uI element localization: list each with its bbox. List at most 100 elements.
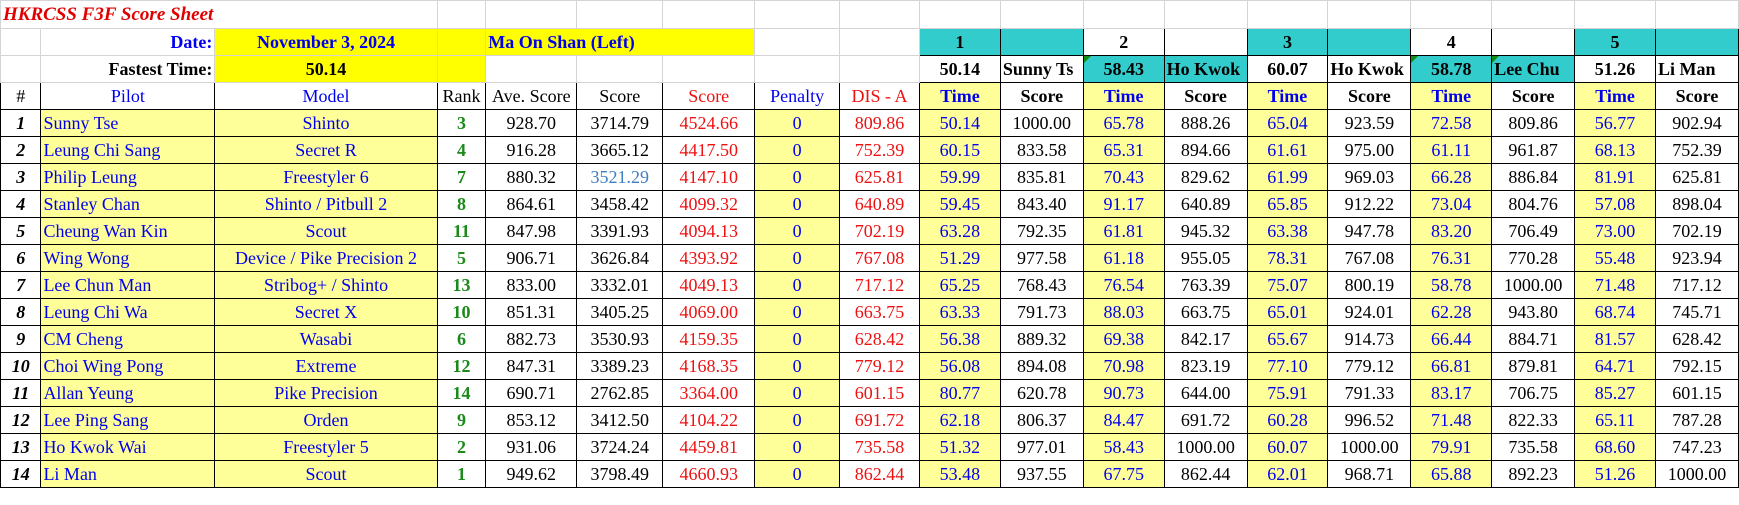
round-2-score[interactable]: 829.62 <box>1163 163 1248 191</box>
round-4-score[interactable]: 706.49 <box>1491 217 1576 245</box>
round-4-score[interactable]: 961.87 <box>1491 136 1576 164</box>
round-2-score[interactable]: 640.89 <box>1163 190 1248 218</box>
penalty-value[interactable]: 0 <box>754 163 841 191</box>
dis-value[interactable]: 640.89 <box>839 190 920 218</box>
rank-value[interactable]: 10 <box>436 298 487 326</box>
round-1-time[interactable]: 51.32 <box>918 433 1001 461</box>
score-value[interactable]: 3626.84 <box>576 244 664 272</box>
round-5-time[interactable]: 85.27 <box>1574 379 1656 407</box>
rank-value[interactable]: 4 <box>436 136 487 164</box>
round-5-score[interactable]: 702.19 <box>1654 217 1739 245</box>
round-3-time[interactable]: 63.38 <box>1246 217 1329 245</box>
total-score-value[interactable]: 4104.22 <box>662 406 756 434</box>
row-number[interactable]: 13 <box>0 433 42 461</box>
round-4-score[interactable]: 804.76 <box>1491 190 1576 218</box>
round-1-score[interactable]: 833.58 <box>999 136 1084 164</box>
model-name[interactable]: Shinto <box>214 109 438 137</box>
round-4-time[interactable]: 66.28 <box>1410 163 1493 191</box>
round-2-score[interactable]: 888.26 <box>1163 109 1248 137</box>
round-4-score[interactable]: 1000.00 <box>1491 271 1576 299</box>
round-3-score[interactable]: 968.71 <box>1327 460 1412 488</box>
round-5-time[interactable]: 65.11 <box>1574 406 1656 434</box>
row-number[interactable]: 6 <box>0 244 42 272</box>
row-number[interactable]: 12 <box>0 406 42 434</box>
pilot-name[interactable]: Choi Wing Pong <box>40 352 216 380</box>
score-value[interactable]: 3405.25 <box>576 298 664 326</box>
round-1-score[interactable]: 894.08 <box>999 352 1084 380</box>
round-1-score[interactable]: 889.32 <box>999 325 1084 353</box>
total-score-value[interactable]: 4049.13 <box>662 271 756 299</box>
round-5-time[interactable]: 68.13 <box>1574 136 1656 164</box>
round-1-score[interactable]: 792.35 <box>999 217 1084 245</box>
row-number[interactable]: 14 <box>0 460 42 488</box>
pilot-name[interactable]: Lee Chun Man <box>40 271 216 299</box>
round-4-score[interactable]: 809.86 <box>1491 109 1576 137</box>
round-1-time[interactable]: 56.38 <box>918 325 1001 353</box>
round-5-score[interactable]: 628.42 <box>1654 325 1739 353</box>
round-5-score[interactable]: 752.39 <box>1654 136 1739 164</box>
round-3-score[interactable]: 912.22 <box>1327 190 1412 218</box>
pilot-name[interactable]: Lee Ping Sang <box>40 406 216 434</box>
model-name[interactable]: Wasabi <box>214 325 438 353</box>
total-score-value[interactable]: 3364.00 <box>662 379 756 407</box>
penalty-value[interactable]: 0 <box>754 406 841 434</box>
rank-value[interactable]: 7 <box>436 163 487 191</box>
round-4-score[interactable]: 884.71 <box>1491 325 1576 353</box>
model-name[interactable]: Freestyler 6 <box>214 163 438 191</box>
round-1-time[interactable]: 60.15 <box>918 136 1001 164</box>
round-2-time[interactable]: 91.17 <box>1082 190 1165 218</box>
model-name[interactable]: Pike Precision <box>214 379 438 407</box>
pilot-name[interactable]: CM Cheng <box>40 325 216 353</box>
round-4-score[interactable]: 886.84 <box>1491 163 1576 191</box>
round-2-score[interactable]: 862.44 <box>1163 460 1248 488</box>
round-4-score[interactable]: 879.81 <box>1491 352 1576 380</box>
round-2-score[interactable]: 945.32 <box>1163 217 1248 245</box>
venue-name[interactable]: Ma On Shan (Left) <box>485 28 756 56</box>
round-5-time[interactable]: 56.77 <box>1574 109 1656 137</box>
score-value[interactable]: 3458.42 <box>576 190 664 218</box>
round-2-score[interactable]: 894.66 <box>1163 136 1248 164</box>
model-name[interactable]: Device / Pike Precision 2 <box>214 244 438 272</box>
round-2-score[interactable]: 955.05 <box>1163 244 1248 272</box>
penalty-value[interactable]: 0 <box>754 271 841 299</box>
round-4-time[interactable]: 72.58 <box>1410 109 1493 137</box>
round-5-score[interactable]: 902.94 <box>1654 109 1739 137</box>
round-3-score[interactable]: 996.52 <box>1327 406 1412 434</box>
score-value[interactable]: 3798.49 <box>576 460 664 488</box>
round-3-time[interactable]: 75.91 <box>1246 379 1329 407</box>
round-1-time[interactable]: 56.08 <box>918 352 1001 380</box>
round-5-time[interactable]: 71.48 <box>1574 271 1656 299</box>
round-3-time[interactable]: 65.67 <box>1246 325 1329 353</box>
round-5-time[interactable]: 73.00 <box>1574 217 1656 245</box>
model-name[interactable]: Freestyler 5 <box>214 433 438 461</box>
round-2-time[interactable]: 88.03 <box>1082 298 1165 326</box>
round-4-time[interactable]: 61.11 <box>1410 136 1493 164</box>
round-3-time[interactable]: 75.07 <box>1246 271 1329 299</box>
penalty-value[interactable]: 0 <box>754 190 841 218</box>
model-name[interactable]: Secret R <box>214 136 438 164</box>
rank-value[interactable]: 11 <box>436 217 487 245</box>
ave-score-value[interactable]: 882.73 <box>485 325 578 353</box>
model-name[interactable]: Scout <box>214 217 438 245</box>
round-5-score[interactable]: 787.28 <box>1654 406 1739 434</box>
round-3-time[interactable]: 65.01 <box>1246 298 1329 326</box>
round-5-time[interactable]: 81.91 <box>1574 163 1656 191</box>
round-4-time[interactable]: 83.20 <box>1410 217 1493 245</box>
ave-score-value[interactable]: 833.00 <box>485 271 578 299</box>
round-4-score[interactable]: 943.80 <box>1491 298 1576 326</box>
round-5-score[interactable]: 923.94 <box>1654 244 1739 272</box>
round-5-time[interactable]: 68.74 <box>1574 298 1656 326</box>
total-score-value[interactable]: 4147.10 <box>662 163 756 191</box>
round-1-score[interactable]: 843.40 <box>999 190 1084 218</box>
pilot-name[interactable]: Ho Kwok Wai <box>40 433 216 461</box>
ave-score-value[interactable]: 880.32 <box>485 163 578 191</box>
round-1-score[interactable]: 977.01 <box>999 433 1084 461</box>
round-2-score[interactable]: 644.00 <box>1163 379 1248 407</box>
round-2-time[interactable]: 65.78 <box>1082 109 1165 137</box>
round-3-score[interactable]: 924.01 <box>1327 298 1412 326</box>
row-number[interactable]: 10 <box>0 352 42 380</box>
rank-value[interactable]: 13 <box>436 271 487 299</box>
pilot-name[interactable]: Li Man <box>40 460 216 488</box>
round-5-score[interactable]: 1000.00 <box>1654 460 1739 488</box>
score-value[interactable]: 3332.01 <box>576 271 664 299</box>
